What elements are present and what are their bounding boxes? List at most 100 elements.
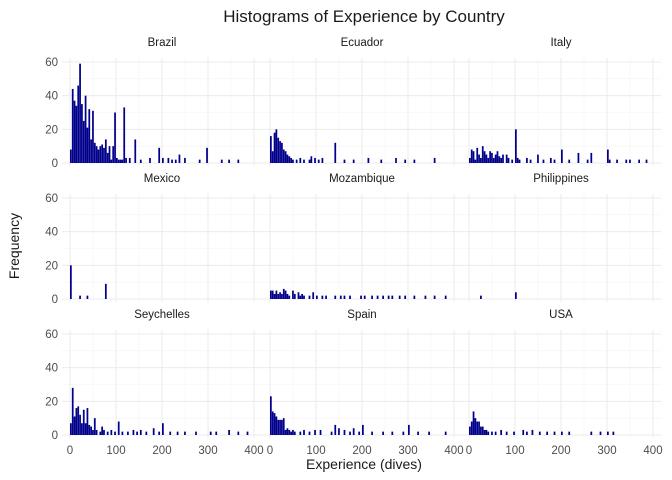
histogram-bar — [349, 431, 351, 435]
histogram-bar — [299, 295, 302, 299]
y-tick-label: 60 — [45, 57, 58, 69]
histogram-bar — [542, 159, 545, 163]
x-tick-label: 400 — [244, 445, 263, 457]
histogram-bar — [158, 431, 161, 435]
histogram-bar — [339, 295, 342, 299]
histogram-bar — [106, 431, 109, 435]
histogram-bar — [553, 431, 556, 435]
histogram-bar — [299, 157, 302, 163]
histogram-bar — [73, 100, 76, 163]
y-tick-label: 20 — [45, 124, 58, 136]
histogram-bar — [433, 157, 436, 163]
histogram-bar — [526, 157, 528, 163]
histogram-bar — [279, 419, 281, 435]
y-tick-label: 60 — [45, 193, 58, 205]
histogram-bar — [367, 157, 370, 163]
histogram-bar — [277, 137, 280, 163]
histogram-bar — [174, 159, 177, 163]
facet-panel-ecuador: Ecuador — [262, 37, 462, 166]
histogram-bar — [121, 431, 124, 435]
histogram-bar — [607, 149, 609, 163]
histogram-bar — [81, 423, 83, 435]
y-tick-label: 0 — [52, 158, 58, 170]
histogram-bar — [349, 295, 351, 299]
histogram-bar — [70, 423, 72, 435]
y-tick-label: 40 — [45, 91, 58, 103]
histogram-bar — [110, 159, 113, 163]
histogram-bar — [92, 110, 94, 163]
histogram-bar — [81, 104, 83, 163]
histogram-bar — [77, 85, 80, 163]
histogram-bar — [86, 408, 89, 435]
histogram-bar — [537, 154, 539, 163]
facet-strip-label: Ecuador — [341, 37, 384, 49]
histogram-bar — [275, 290, 278, 299]
histogram-bar — [314, 157, 316, 163]
histogram-bar — [117, 421, 120, 435]
histogram-bar — [95, 429, 98, 435]
histogram-bar — [516, 157, 519, 163]
histogram-bar — [271, 411, 274, 435]
histogram-bar — [616, 159, 618, 163]
facet-strip-label: Philippines — [533, 173, 589, 185]
facet-panel-mozambique: Mozambique — [262, 173, 462, 302]
histogram-bar — [125, 157, 127, 163]
histogram-bar — [413, 159, 416, 163]
histogram-bar — [480, 295, 482, 299]
histogram-bar — [507, 157, 510, 163]
histogram-bar — [162, 157, 164, 163]
x-tick-label: 300 — [398, 445, 417, 457]
histogram-bar — [404, 295, 407, 299]
chart-title: Histograms of Experience by Country — [223, 7, 505, 26]
histogram-bar — [515, 129, 517, 163]
histogram-bar — [312, 292, 315, 299]
histogram-bar — [292, 159, 294, 163]
facet-strip-label: Spain — [347, 309, 376, 321]
histogram-bar — [387, 295, 390, 299]
histogram-bar — [472, 151, 475, 163]
histogram-bar — [103, 147, 105, 163]
histogram-bar — [319, 429, 322, 435]
histogram-bar — [371, 295, 373, 299]
histogram-bar — [538, 431, 541, 435]
histogram-bar — [70, 149, 72, 163]
histogram-bar — [145, 431, 148, 435]
histogram-bar — [417, 431, 419, 435]
histogram-bar — [104, 139, 107, 163]
histogram-bar — [376, 295, 379, 299]
histogram-bar — [321, 157, 324, 163]
facet-strip-label: Brazil — [148, 37, 177, 49]
histogram-bar — [599, 431, 602, 435]
histogram-bar — [428, 431, 430, 435]
histogram-bar — [317, 159, 320, 163]
histogram-bar — [104, 283, 107, 299]
histogram-bar — [206, 147, 208, 163]
histogram-bar — [382, 295, 384, 299]
histogram-bar — [391, 431, 394, 435]
histogram-bar — [176, 431, 179, 435]
histogram-bar — [284, 151, 287, 163]
histogram-bar — [86, 295, 89, 299]
histogram-bar — [413, 295, 416, 299]
histogram-bar — [158, 147, 161, 163]
y-axis-title: Frequency — [6, 213, 22, 279]
histogram-bar — [178, 154, 181, 163]
histogram-bar — [297, 292, 300, 299]
histogram-bar — [308, 295, 311, 299]
x-tick-label: 300 — [198, 445, 217, 457]
histogram-bar — [167, 157, 170, 163]
x-tick-label: 0 — [466, 445, 472, 457]
histogram-bar — [638, 159, 641, 163]
histogram-bar — [284, 290, 287, 299]
histogram-bar — [116, 157, 118, 163]
histogram-bar — [237, 159, 240, 163]
histogram-bar — [149, 157, 151, 163]
histogram-bar — [70, 265, 72, 299]
histogram-bar — [380, 159, 383, 163]
histogram-bar — [343, 295, 346, 299]
histogram-bar — [645, 159, 648, 163]
histogram-bar — [228, 159, 230, 163]
histogram-bar — [282, 418, 285, 435]
histogram-bar — [338, 428, 340, 435]
histogram-bar — [286, 428, 289, 435]
